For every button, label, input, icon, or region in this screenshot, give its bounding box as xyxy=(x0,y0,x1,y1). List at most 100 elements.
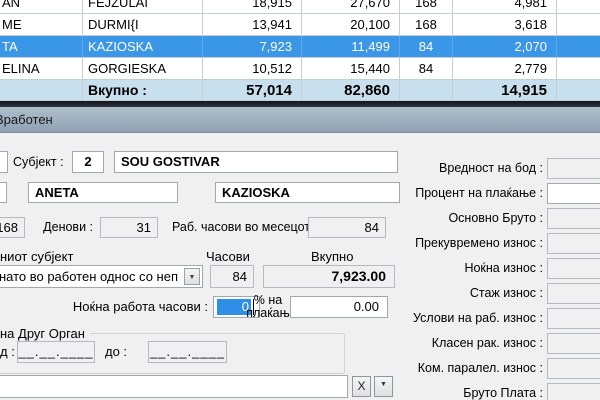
table-row[interactable]: ME DURMI{I 13,941 20,100 168 3,618 xyxy=(0,14,600,36)
cell-last-name: Вкупно : xyxy=(83,80,203,100)
total-header: Вкупно xyxy=(311,249,354,264)
percent-pay-label-line1: % на xyxy=(253,293,283,307)
subject-code-field[interactable]: 2 xyxy=(72,151,104,173)
work-subject-label: ниот субјект xyxy=(0,249,74,264)
employee-table: AN FEJZULAI 18,915 27,670 168 4,981 ME DURMI{I 1… xyxy=(0,0,600,101)
right-value-label: Услови на раб. износ : xyxy=(413,311,543,325)
cell-hours xyxy=(400,80,453,100)
right-value-field xyxy=(547,333,600,354)
cell-amount-1: 57,014 xyxy=(203,80,302,100)
text-selection: 0 xyxy=(217,299,251,315)
cell-empty xyxy=(557,36,600,57)
cell-amount-3: 2,779 xyxy=(453,58,557,79)
cell-last-name: KAZIOSKA xyxy=(83,36,203,57)
month-hours-label: Раб. часови во месецот : xyxy=(172,220,317,234)
cell-amount-3: 4,981 xyxy=(453,0,557,13)
table-row[interactable]: AN FEJZULAI 18,915 27,670 168 4,981 xyxy=(0,0,600,14)
other-org-group-label: на Друг Орган xyxy=(0,326,90,341)
combo-arrow-button[interactable]: ▼ xyxy=(374,376,393,397)
month-hours-field: 84 xyxy=(308,217,386,238)
dialog-title: Вработен xyxy=(0,112,53,127)
cell-amount-3: 2,070 xyxy=(453,36,557,57)
subject-label: Субјект : xyxy=(13,155,64,169)
night-hours-label: Ноќна работа часови : xyxy=(72,299,208,314)
cell-amount-1: 18,915 xyxy=(203,0,302,13)
first-name-field[interactable]: ANETA xyxy=(28,182,178,203)
cell-amount-2: 15,440 xyxy=(302,58,400,79)
cell-first-name: AN xyxy=(0,0,83,13)
hours-168-field: 168 xyxy=(0,217,25,238)
cell-amount-1: 10,512 xyxy=(203,58,302,79)
cell-amount-3: 3,618 xyxy=(453,14,557,35)
table-total-row[interactable]: Вкупно :57,014 82,860 14,915 xyxy=(0,80,600,101)
percent-pay-label-line2: плаќањ xyxy=(246,306,290,320)
night-hours-input[interactable]: 0 xyxy=(213,296,260,318)
cell-last-name: FEJZULAI xyxy=(83,0,203,13)
right-value-field xyxy=(547,308,600,329)
clear-button[interactable]: X xyxy=(352,376,371,397)
cell-first-name: ME xyxy=(0,14,83,35)
work-relation-text: нато во работен однос со неп xyxy=(0,269,178,284)
table-row-selected[interactable]: TA KAZIOSKA 7,923 11,499 84 2,070 xyxy=(0,36,600,58)
hours-header: Часови xyxy=(206,249,250,264)
cell-amount-3: 14,915 xyxy=(453,80,557,100)
cell-empty xyxy=(557,14,600,35)
table-row[interactable]: ELINA GORGIESKA 10,512 15,440 84 2,779 xyxy=(0,58,600,80)
chevron-down-icon2: ▼ xyxy=(380,381,387,388)
days-field: 31 xyxy=(100,217,158,238)
cell-empty xyxy=(557,0,600,13)
cell-first-name xyxy=(0,80,83,100)
chevron-down-icon[interactable]: ▼ xyxy=(184,268,200,285)
other-org-groupbox xyxy=(0,333,345,374)
percent-pay-label: % на плаќањ xyxy=(246,294,290,320)
right-value-field xyxy=(547,233,600,254)
cell-hours: 84 xyxy=(400,36,453,57)
date-from-field[interactable]: __.__.____ xyxy=(17,341,95,363)
cell-first-name: TA xyxy=(0,36,83,57)
right-value-label: Ноќна износ : xyxy=(464,261,543,275)
cell-hours: 168 xyxy=(400,14,453,35)
cell-empty xyxy=(557,58,600,79)
right-value-field xyxy=(547,158,600,179)
cell-empty xyxy=(557,80,600,100)
cell-hours: 84 xyxy=(400,58,453,79)
right-value-label: Основно Бруто : xyxy=(448,211,543,225)
dialog-titlebar[interactable]: Вработен xyxy=(0,107,600,133)
right-value-label: Ком. паралел. износ : xyxy=(417,361,543,375)
work-relation-dropdown[interactable]: нато во работен однос со неп ▼ xyxy=(0,265,203,288)
text-caret xyxy=(253,299,254,315)
date-to-label: до : xyxy=(105,344,128,359)
right-value-field xyxy=(547,258,600,279)
percent-pay-field[interactable]: 0.00 xyxy=(290,296,388,318)
employee-table-rows: AN FEJZULAI 18,915 27,670 168 4,981 ME DURMI{I 1… xyxy=(0,0,600,101)
cell-amount-2: 11,499 xyxy=(302,36,400,57)
cell-hours: 168 xyxy=(400,0,453,13)
cell-last-name: DURMI{I xyxy=(83,14,203,35)
right-value-label: Прекувремено износ : xyxy=(415,236,543,250)
date-from-label: д : xyxy=(0,344,15,359)
right-value-label: Класен рак. износ : xyxy=(431,336,543,350)
cell-amount-2: 27,670 xyxy=(302,0,400,13)
right-value-field xyxy=(547,208,600,229)
right-value-field[interactable] xyxy=(547,183,600,204)
clipped-field-left-1 xyxy=(0,151,8,173)
cell-last-name: GORGIESKA xyxy=(83,58,203,79)
note-combobox[interactable] xyxy=(0,375,348,398)
right-value-field xyxy=(547,283,600,304)
days-label: Денови : xyxy=(43,220,93,234)
right-value-label: Стаж износ : xyxy=(469,286,543,300)
right-value-label: Бруто Плата : xyxy=(463,386,543,400)
right-value-field xyxy=(547,358,600,379)
cell-first-name: ELINA xyxy=(0,58,83,79)
work-total-field: 7,923.00 xyxy=(263,265,395,288)
date-to-field[interactable]: __.__.____ xyxy=(148,341,227,363)
cell-amount-2: 82,860 xyxy=(302,80,400,100)
cell-amount-2: 20,100 xyxy=(302,14,400,35)
cell-amount-1: 13,941 xyxy=(203,14,302,35)
last-name-field[interactable]: KAZIOSKA xyxy=(215,182,400,203)
clipped-field-left-2 xyxy=(0,182,7,203)
right-value-label: Вредност на бод : xyxy=(439,161,543,175)
cell-amount-1: 7,923 xyxy=(203,36,302,57)
subject-name-field[interactable]: SOU GOSTIVAR xyxy=(114,151,398,173)
right-value-field xyxy=(547,383,600,400)
